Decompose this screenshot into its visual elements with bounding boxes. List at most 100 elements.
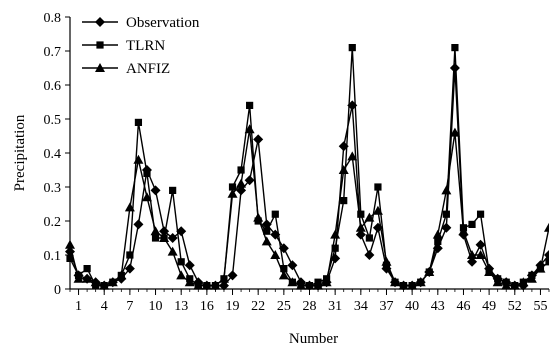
data-point-tlrn bbox=[169, 186, 177, 194]
legend-marker-observation bbox=[95, 17, 105, 27]
data-point-tlrn bbox=[434, 237, 442, 245]
data-point-tlrn bbox=[476, 210, 485, 218]
data-point-anfiz bbox=[236, 178, 247, 188]
x-tick-label: 34 bbox=[354, 299, 368, 314]
data-point-observation bbox=[441, 222, 452, 233]
data-point-anfiz bbox=[484, 267, 495, 276]
data-point-observation bbox=[218, 280, 229, 291]
data-point-anfiz bbox=[270, 250, 281, 259]
data-point-tlrn bbox=[374, 183, 382, 191]
data-point-anfiz bbox=[313, 280, 324, 290]
data-point-anfiz bbox=[176, 270, 187, 280]
series-anfiz bbox=[65, 124, 549, 290]
data-point-anfiz bbox=[201, 280, 212, 290]
data-point-anfiz bbox=[364, 212, 375, 222]
data-point-tlrn bbox=[280, 265, 288, 273]
data-point-anfiz bbox=[304, 280, 315, 290]
data-point-observation bbox=[167, 233, 178, 243]
x-tick-label: 25 bbox=[277, 299, 291, 314]
x-tick-label: 49 bbox=[482, 299, 496, 314]
data-point-observation bbox=[227, 270, 238, 281]
x-tick-label: 46 bbox=[456, 299, 470, 314]
data-point-tlrn bbox=[331, 244, 339, 252]
data-point-anfiz bbox=[167, 246, 178, 256]
x-tick-label: 28 bbox=[303, 299, 317, 314]
data-point-anfiz bbox=[526, 273, 537, 283]
data-point-tlrn bbox=[365, 234, 373, 242]
x-tick-label: 7 bbox=[126, 299, 133, 314]
data-point-anfiz bbox=[73, 273, 84, 283]
data-point-observation bbox=[467, 256, 478, 267]
data-point-tlrn bbox=[151, 234, 160, 242]
data-point-tlrn bbox=[468, 220, 476, 228]
y-tick-label: 0.3 bbox=[44, 181, 62, 196]
data-point-anfiz bbox=[218, 273, 229, 283]
data-point-anfiz bbox=[287, 277, 298, 287]
data-point-anfiz bbox=[141, 192, 152, 202]
y-axis-title: Precipitation bbox=[12, 114, 28, 191]
data-point-anfiz bbox=[116, 270, 127, 280]
data-point-observation bbox=[159, 226, 170, 237]
legend-item-observation: Observation bbox=[82, 15, 200, 31]
data-point-anfiz bbox=[407, 280, 418, 290]
data-point-anfiz bbox=[355, 222, 366, 232]
data-point-tlrn bbox=[357, 210, 365, 218]
axes: 0 0.1 0.2 0.3 0.4 0.5 0.6 0.7 0.8 1 4 7 10 13 16 19 22 25… bbox=[44, 11, 550, 314]
data-point-tlrn bbox=[177, 258, 185, 266]
data-point-observation bbox=[236, 185, 247, 196]
legend-label: ANFIZ bbox=[126, 61, 170, 77]
x-tick-label: 52 bbox=[508, 299, 522, 314]
data-point-observation bbox=[544, 250, 549, 260]
data-point-observation bbox=[133, 219, 144, 230]
data-point-anfiz bbox=[492, 277, 503, 287]
data-point-observation bbox=[287, 260, 298, 271]
data-point-tlrn bbox=[143, 169, 151, 177]
data-point-tlrn bbox=[263, 227, 271, 235]
data-point-anfiz bbox=[90, 277, 101, 287]
data-point-anfiz bbox=[82, 273, 93, 283]
x-tick-label: 4 bbox=[101, 299, 108, 314]
x-tick-label: 10 bbox=[149, 299, 163, 314]
x-axis-title: Number bbox=[289, 331, 338, 347]
data-point-observation bbox=[176, 226, 187, 237]
x-tick-label: 22 bbox=[251, 299, 265, 314]
data-point-tlrn bbox=[348, 44, 356, 52]
data-point-anfiz bbox=[227, 188, 238, 198]
data-point-tlrn bbox=[83, 265, 91, 273]
data-point-anfiz bbox=[347, 151, 358, 161]
x-tick-label: 16 bbox=[200, 299, 214, 314]
data-point-anfiz bbox=[432, 229, 443, 239]
data-point-anfiz bbox=[321, 277, 332, 287]
data-point-anfiz bbox=[372, 205, 383, 215]
data-point-anfiz bbox=[133, 154, 144, 164]
data-point-observation bbox=[475, 239, 486, 250]
x-tick-label: 37 bbox=[379, 299, 393, 314]
data-point-anfiz bbox=[390, 277, 401, 287]
data-point-anfiz bbox=[261, 236, 272, 246]
data-point-anfiz bbox=[475, 250, 486, 259]
series-line-tlrn bbox=[69, 47, 549, 287]
x-tick-label: 55 bbox=[533, 299, 547, 314]
data-point-anfiz bbox=[381, 256, 392, 266]
y-tick-label: 0.4 bbox=[44, 147, 62, 162]
data-point-anfiz bbox=[193, 280, 204, 290]
y-tick-label: 0.1 bbox=[44, 249, 62, 264]
data-point-tlrn bbox=[442, 210, 450, 218]
data-point-tlrn bbox=[228, 183, 237, 191]
data-point-anfiz bbox=[124, 202, 135, 212]
y-tick-label: 0.6 bbox=[44, 79, 62, 94]
data-point-observation bbox=[364, 250, 375, 260]
x-tick-label: 31 bbox=[328, 299, 342, 314]
legend-item-anfiz: ANFIZ bbox=[82, 61, 170, 77]
data-point-anfiz bbox=[398, 280, 409, 290]
data-point-anfiz bbox=[184, 277, 195, 287]
data-point-anfiz bbox=[210, 280, 221, 290]
data-point-observation bbox=[150, 185, 161, 196]
series-line-anfiz bbox=[69, 129, 549, 287]
legend-label: Observation bbox=[126, 15, 200, 31]
data-point-anfiz bbox=[535, 263, 546, 273]
legend-marker-tlrn bbox=[96, 41, 104, 49]
data-point-anfiz bbox=[415, 277, 426, 287]
data-point-anfiz bbox=[295, 280, 306, 290]
